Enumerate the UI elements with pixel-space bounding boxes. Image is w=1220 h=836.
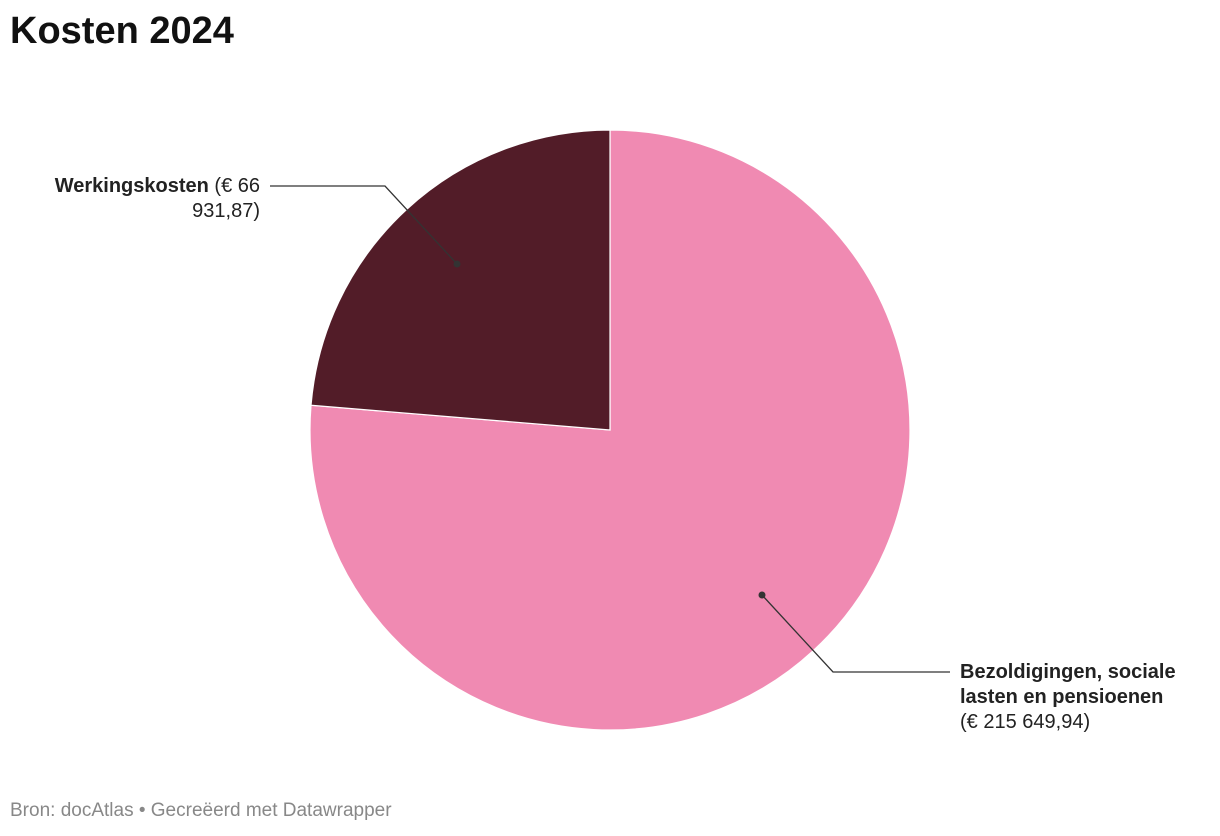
- pie-slice: [310, 129, 611, 431]
- leader-dot: [758, 591, 766, 599]
- leader-line: [761, 594, 950, 673]
- category-label: Werkingskosten: [54, 175, 209, 197]
- slices: [309, 129, 911, 731]
- slice-label: Bezoldigingen, sociale lasten en pensioe…: [960, 660, 1215, 735]
- value-label: (€ 66 931,87): [192, 175, 260, 222]
- category-label: Bezoldigingen, sociale lasten en pensioe…: [960, 661, 1176, 708]
- source: Bron: docAtlas • Gecreëerd met Datawrapp…: [10, 800, 392, 821]
- slice-label: Werkingskosten (€ 66 931,87): [50, 174, 260, 224]
- chart-title: Kosten 2024: [10, 10, 234, 52]
- leader-line: [270, 185, 458, 265]
- value-label: (€ 215 649,94): [960, 711, 1091, 733]
- leader-dot: [453, 260, 461, 268]
